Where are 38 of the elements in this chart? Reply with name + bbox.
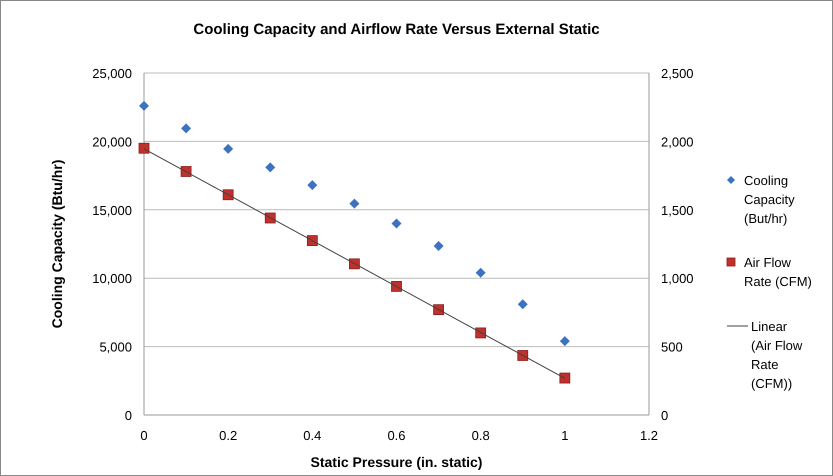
y-tick-label: 25,000 xyxy=(92,66,132,81)
x-axis-title: Static Pressure (in. static) xyxy=(310,454,482,470)
y-axis-title: Cooling Capacity (Btu/hr) xyxy=(49,160,65,328)
point xyxy=(138,142,150,154)
y2-tick-label: 2,000 xyxy=(661,134,694,150)
point xyxy=(434,241,444,252)
x-tick-label: 0 xyxy=(140,428,148,443)
point xyxy=(349,198,360,209)
point xyxy=(518,299,528,310)
x-tick-label: 0.2 xyxy=(219,428,238,443)
y-tick-label: 20,000 xyxy=(92,134,132,150)
y2-tick-label: 500 xyxy=(661,340,683,355)
point xyxy=(392,218,402,228)
x-tick-label: 0.6 xyxy=(387,428,406,443)
y2-tick-label: 0 xyxy=(661,408,668,423)
point xyxy=(559,372,570,384)
point xyxy=(139,100,149,111)
point xyxy=(307,180,318,190)
y2-tick-label: 1,500 xyxy=(661,202,694,218)
point xyxy=(181,123,192,134)
legend-label: Linear (Air Flow Rate (CFM)) xyxy=(751,319,803,391)
point xyxy=(560,336,570,346)
y-tick-label: 0 xyxy=(124,408,132,423)
x-tick-label: 1.2 xyxy=(640,428,658,443)
legend-label: Air Flow Rate (CFM) xyxy=(744,255,812,289)
x-tick-label: 0.8 xyxy=(472,428,490,443)
y2-tick-label: 2,500 xyxy=(661,66,694,81)
point xyxy=(223,144,234,154)
legend-label: Cooling Capacity (But/hr) xyxy=(744,173,796,226)
y2-tick-label: 1,000 xyxy=(661,271,694,286)
y-tick-label: 5,000 xyxy=(99,340,132,355)
x-tick-label: 0.4 xyxy=(303,428,322,443)
y-tick-label: 15,000 xyxy=(92,202,132,218)
y-tick-label: 10,000 xyxy=(92,271,132,286)
chart-title: Cooling Capacity and Airflow Rate Versus External Static xyxy=(193,21,600,38)
point xyxy=(476,268,486,278)
x-tick-label: 1 xyxy=(561,428,568,443)
point xyxy=(265,162,276,172)
